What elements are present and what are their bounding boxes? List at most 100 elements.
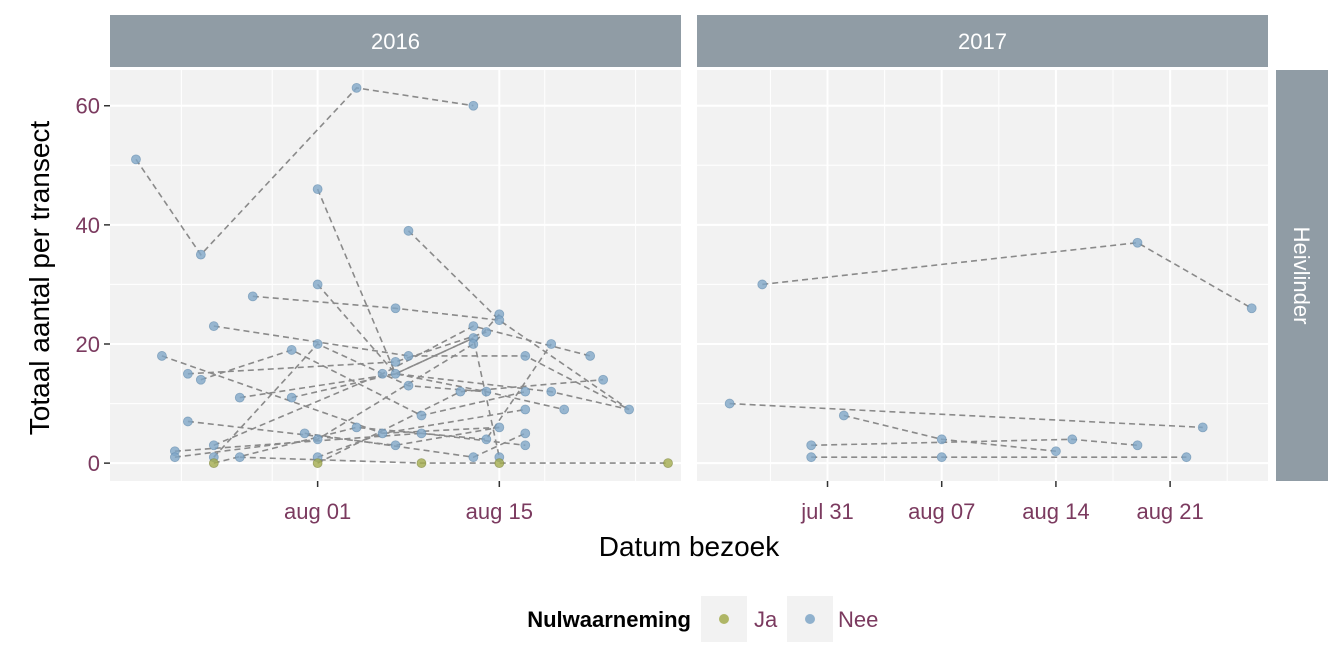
series-line <box>174 432 526 452</box>
series-line <box>239 372 630 411</box>
series-line <box>317 426 500 458</box>
data-point <box>481 386 492 397</box>
series-line <box>213 325 591 447</box>
data-point <box>806 452 817 463</box>
data-point <box>481 434 492 445</box>
series-line <box>213 343 487 458</box>
data-point <box>351 422 362 433</box>
data-point <box>1197 422 1208 433</box>
data-point <box>312 434 323 445</box>
legend-label-nee: Nee <box>838 607 878 632</box>
data-point <box>1246 303 1257 314</box>
series-line <box>762 241 1253 309</box>
data-point <box>520 404 531 415</box>
data-point <box>1132 237 1143 248</box>
strip-label: 2017 <box>958 29 1007 54</box>
data-point <box>416 428 427 439</box>
row-strip <box>1276 70 1328 481</box>
series-line <box>317 378 604 464</box>
x-tick-label: aug 14 <box>1022 499 1089 524</box>
data-point <box>598 374 609 385</box>
data-point <box>559 404 570 415</box>
data-point <box>390 440 401 451</box>
data-point <box>1067 434 1078 445</box>
data-point <box>351 82 362 93</box>
data-point <box>312 184 323 195</box>
data-point <box>494 422 505 433</box>
data-point <box>1181 452 1192 463</box>
data-point <box>663 458 673 469</box>
data-point <box>1051 446 1061 457</box>
legend-title: Nulwaarneming <box>527 607 691 632</box>
strip-2016 <box>110 15 681 67</box>
series-line <box>291 337 474 399</box>
data-point <box>403 380 414 391</box>
data-point <box>169 452 180 463</box>
data-point <box>390 303 401 314</box>
data-point <box>936 434 947 445</box>
y-tick-label: 20 <box>76 332 100 357</box>
x-axis-title: Datum bezoek <box>599 531 781 562</box>
legend: Nulwaarneming Ja Nee <box>527 596 878 642</box>
data-point <box>481 327 492 337</box>
legend-key-ja <box>719 614 729 624</box>
data-point <box>377 428 388 439</box>
data-point <box>757 279 768 290</box>
data-point <box>624 404 634 415</box>
data-point <box>585 351 596 361</box>
data-point <box>208 458 219 469</box>
data-point <box>247 291 258 302</box>
data-point <box>312 339 323 349</box>
strip-label: 2016 <box>371 29 420 54</box>
data-point <box>416 458 427 469</box>
y-tick-label: 60 <box>76 94 100 119</box>
data-point <box>1132 440 1143 451</box>
y-axis-title: Totaal aantal per transect <box>24 121 55 436</box>
legend-label-ja: Ja <box>754 607 778 632</box>
data-point <box>390 368 401 379</box>
data-point <box>234 452 245 463</box>
data-point <box>416 410 427 421</box>
panel-background <box>697 70 1268 481</box>
data-point <box>286 345 297 355</box>
data-point <box>468 452 479 463</box>
series-line <box>174 313 500 458</box>
x-tick-label: aug 21 <box>1136 499 1203 524</box>
data-point <box>468 100 479 111</box>
series-line <box>187 331 487 375</box>
x-tick-label: aug 01 <box>284 499 351 524</box>
data-point <box>182 368 193 379</box>
data-point <box>286 392 297 403</box>
data-point <box>403 225 414 236</box>
series-line <box>200 349 526 417</box>
data-point <box>195 374 206 385</box>
series-line <box>316 283 565 411</box>
data-point <box>208 440 219 451</box>
y-tick-label: 40 <box>76 213 100 238</box>
data-point <box>377 368 388 379</box>
strip-2017 <box>697 15 1268 67</box>
data-point <box>494 458 505 469</box>
series-line <box>135 87 474 256</box>
data-point <box>546 339 557 349</box>
series-line <box>729 402 1203 429</box>
data-point <box>520 428 531 439</box>
data-point <box>468 321 479 332</box>
data-point <box>182 416 193 427</box>
series-line <box>213 325 630 411</box>
data-point <box>403 351 414 361</box>
data-point <box>546 386 557 397</box>
data-point <box>208 321 219 332</box>
series-line <box>316 188 501 458</box>
data-point <box>724 398 735 409</box>
x-tick-label: aug 15 <box>466 499 533 524</box>
legend-key-nee <box>805 614 815 624</box>
data-point <box>468 339 479 349</box>
data-point <box>520 386 531 397</box>
data-point <box>195 249 206 260</box>
data-point <box>494 315 505 326</box>
data-point <box>520 440 531 451</box>
data-point <box>312 279 323 290</box>
x-tick-label: jul 31 <box>800 499 854 524</box>
